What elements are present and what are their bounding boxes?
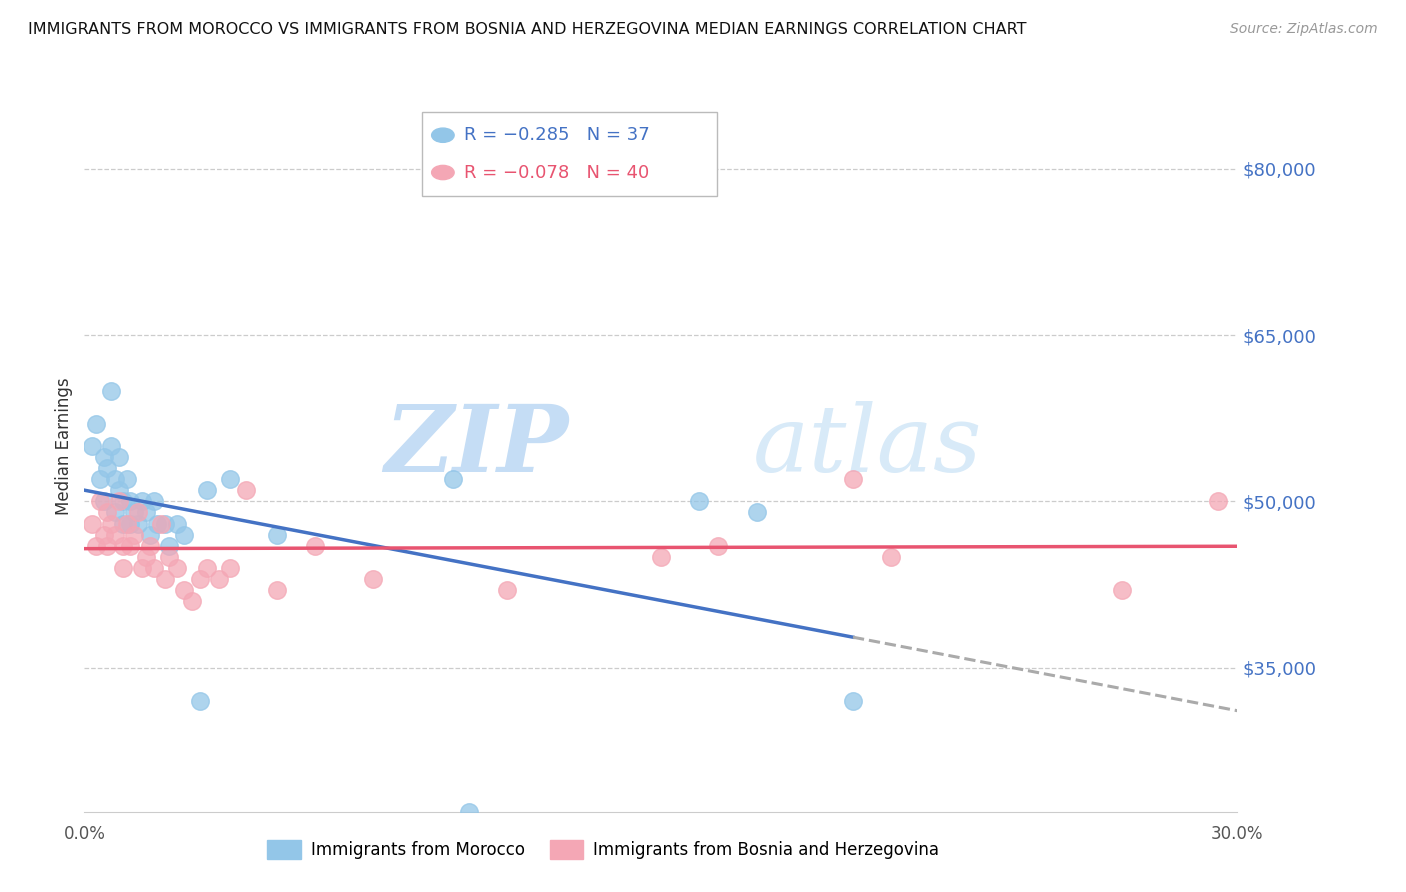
Point (496, 583, 519, 598)
Point (208, 572, 231, 586)
Point (195, 483, 218, 498)
Point (745, 506, 768, 520)
Point (127, 506, 149, 520)
Point (93, 494, 115, 508)
Point (111, 539, 134, 553)
Point (1111, 583, 1133, 598)
Point (219, 561, 242, 575)
Point (138, 527, 160, 541)
Point (1206, 494, 1229, 508)
Point (142, 494, 165, 508)
Point (120, 516, 142, 531)
Point (195, 561, 218, 575)
Point (188, 572, 211, 586)
Point (124, 506, 146, 520)
Text: IMMIGRANTS FROM MOROCCO VS IMMIGRANTS FROM BOSNIA AND HERZEGOVINA MEDIAN EARNING: IMMIGRANTS FROM MOROCCO VS IMMIGRANTS FR… (28, 22, 1026, 37)
Point (115, 516, 138, 531)
Point (104, 506, 127, 520)
Point (880, 549, 903, 564)
Point (707, 539, 730, 553)
Point (104, 527, 127, 541)
Point (93, 450, 115, 464)
Point (266, 527, 288, 541)
Point (131, 494, 153, 508)
Point (142, 561, 165, 575)
Point (108, 450, 131, 464)
Text: Source: ZipAtlas.com: Source: ZipAtlas.com (1230, 22, 1378, 37)
Point (441, 472, 464, 486)
Point (89, 472, 111, 486)
Point (100, 384, 122, 398)
Point (688, 494, 710, 508)
Point (100, 516, 122, 531)
Point (89, 494, 111, 508)
Point (153, 516, 176, 531)
Point (157, 549, 180, 564)
Text: R = −0.285   N = 37: R = −0.285 N = 37 (464, 127, 650, 145)
Point (153, 572, 176, 586)
Point (173, 527, 195, 541)
Point (120, 539, 142, 553)
Point (93, 527, 115, 541)
Point (111, 494, 134, 508)
Point (457, 805, 479, 819)
Point (157, 539, 180, 553)
Point (115, 472, 138, 486)
Point (842, 694, 865, 708)
Point (842, 472, 865, 486)
Point (124, 527, 146, 541)
Point (135, 506, 157, 520)
Point (104, 472, 127, 486)
Point (135, 549, 157, 564)
Point (84, 417, 107, 431)
Point (108, 483, 131, 498)
Text: ZIP: ZIP (384, 401, 568, 491)
Point (650, 549, 672, 564)
Point (127, 516, 149, 531)
Point (131, 561, 153, 575)
Point (120, 494, 142, 508)
Text: R = −0.078   N = 40: R = −0.078 N = 40 (464, 163, 650, 181)
Point (146, 516, 169, 531)
Point (181, 594, 204, 608)
Text: atlas: atlas (754, 401, 983, 491)
Point (266, 583, 288, 598)
Point (80, 516, 103, 531)
Point (80, 439, 103, 453)
Point (188, 694, 211, 708)
Legend: Immigrants from Morocco, Immigrants from Bosnia and Herzegovina: Immigrants from Morocco, Immigrants from… (260, 833, 946, 865)
Point (108, 494, 131, 508)
Point (304, 539, 326, 553)
Point (235, 483, 257, 498)
Point (100, 439, 122, 453)
Point (96, 461, 118, 475)
Point (84, 539, 107, 553)
Point (150, 516, 173, 531)
Y-axis label: Median Earnings: Median Earnings (55, 377, 73, 515)
Point (173, 583, 195, 598)
Point (219, 472, 242, 486)
Point (111, 516, 134, 531)
Point (138, 539, 160, 553)
Point (166, 561, 188, 575)
Point (111, 561, 134, 575)
Point (96, 506, 118, 520)
Point (96, 539, 118, 553)
Point (361, 572, 384, 586)
Point (166, 516, 188, 531)
